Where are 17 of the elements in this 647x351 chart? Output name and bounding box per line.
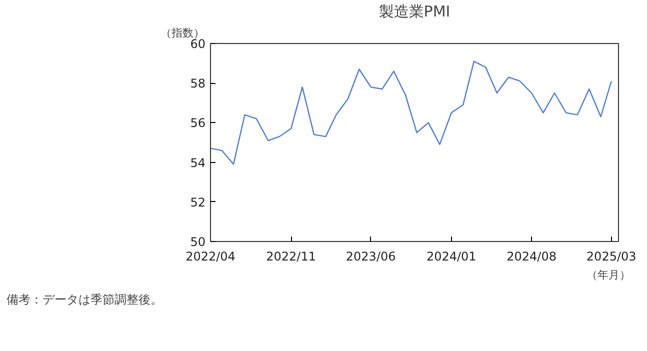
line-series bbox=[210, 60, 612, 165]
y-axis-title: （指数） bbox=[160, 26, 204, 40]
text: 備考：データは季節調整後。 bbox=[6, 292, 162, 306]
y-tick-label: 60 bbox=[190, 37, 206, 51]
y-tick-label: 54 bbox=[190, 156, 206, 170]
y-tick-label: 52 bbox=[190, 195, 206, 210]
x-tick-label: 2022/04 bbox=[186, 250, 236, 264]
x-tick-label: 2025/03 bbox=[586, 250, 636, 264]
y-tick-label: 58 bbox=[190, 76, 206, 91]
chart-title: 製造業PMI bbox=[378, 2, 450, 20]
x-tick-label: 2024/08 bbox=[506, 250, 556, 264]
x-tick-label: 2024/01 bbox=[426, 250, 476, 264]
y-tick-label: 56 bbox=[190, 116, 206, 130]
y-tick-label: 50 bbox=[190, 235, 206, 249]
x-axis-title: （年月） bbox=[586, 268, 630, 282]
x-tick-label: 2023/06 bbox=[346, 250, 396, 264]
x-tick-label: 2022/11 bbox=[266, 250, 316, 264]
